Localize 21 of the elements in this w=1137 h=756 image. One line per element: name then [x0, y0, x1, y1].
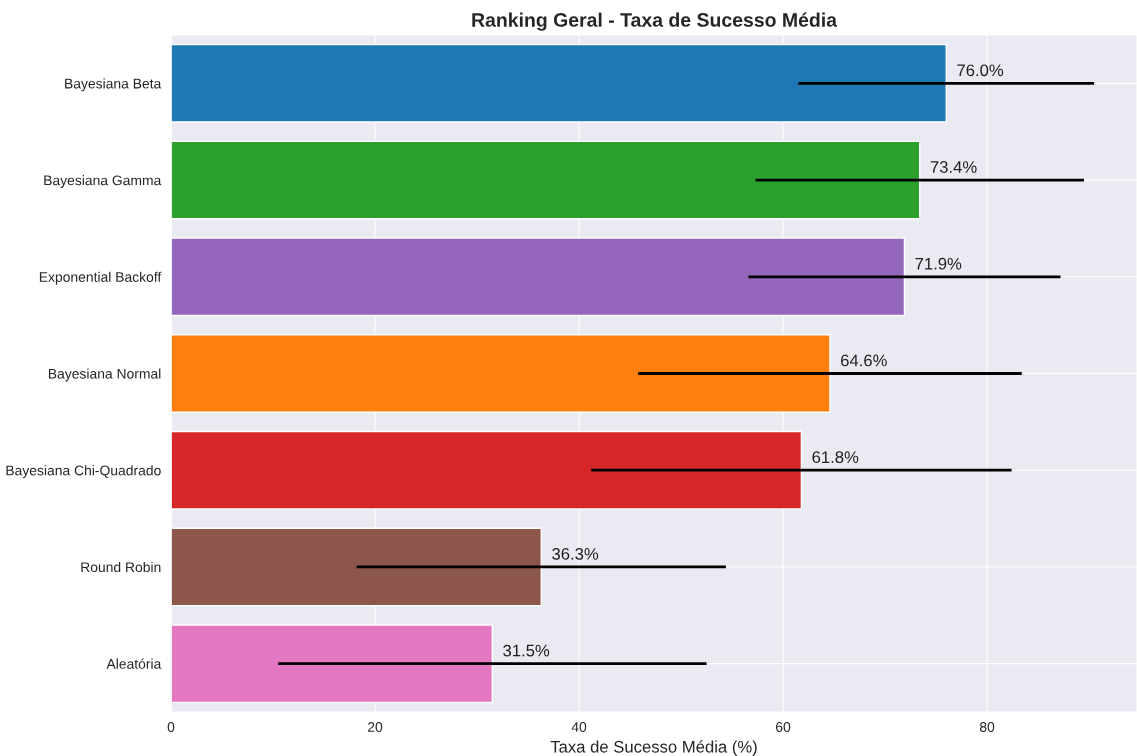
y-tick-label: Bayesiana Beta	[65, 78, 162, 92]
data-label: 64.6%	[841, 354, 887, 367]
y-tick-label: Bayesiana Gamma	[44, 175, 162, 188]
data-label: 31.5%	[503, 644, 550, 657]
y-tick-label: Exponential Backoff	[39, 271, 162, 285]
data-label: 76.0%	[957, 64, 1004, 77]
data-label: 36.3%	[552, 547, 599, 560]
x-tick-label: 20	[367, 722, 383, 732]
x-axis-title: Taxa de Sucesso Média (%)	[550, 740, 757, 756]
y-tick-label: Bayesiana Chi-Quadrado	[6, 465, 161, 479]
x-tick-label: 60	[776, 722, 791, 732]
x-tick-label: 0	[167, 722, 175, 732]
data-label: 71.9%	[915, 257, 962, 270]
x-tick-label: 40	[571, 722, 587, 732]
y-tick-label: Round Robin	[81, 561, 161, 573]
chart-title: Ranking Geral - Taxa de Sucesso Média	[472, 12, 838, 31]
data-label: 61.8%	[812, 451, 859, 464]
y-tick-label: Aleatória	[106, 658, 162, 669]
x-tick-label: 80	[979, 722, 995, 732]
y-tick-label: Bayesiana Normal	[48, 368, 161, 382]
data-label: 73.4%	[930, 161, 977, 173]
